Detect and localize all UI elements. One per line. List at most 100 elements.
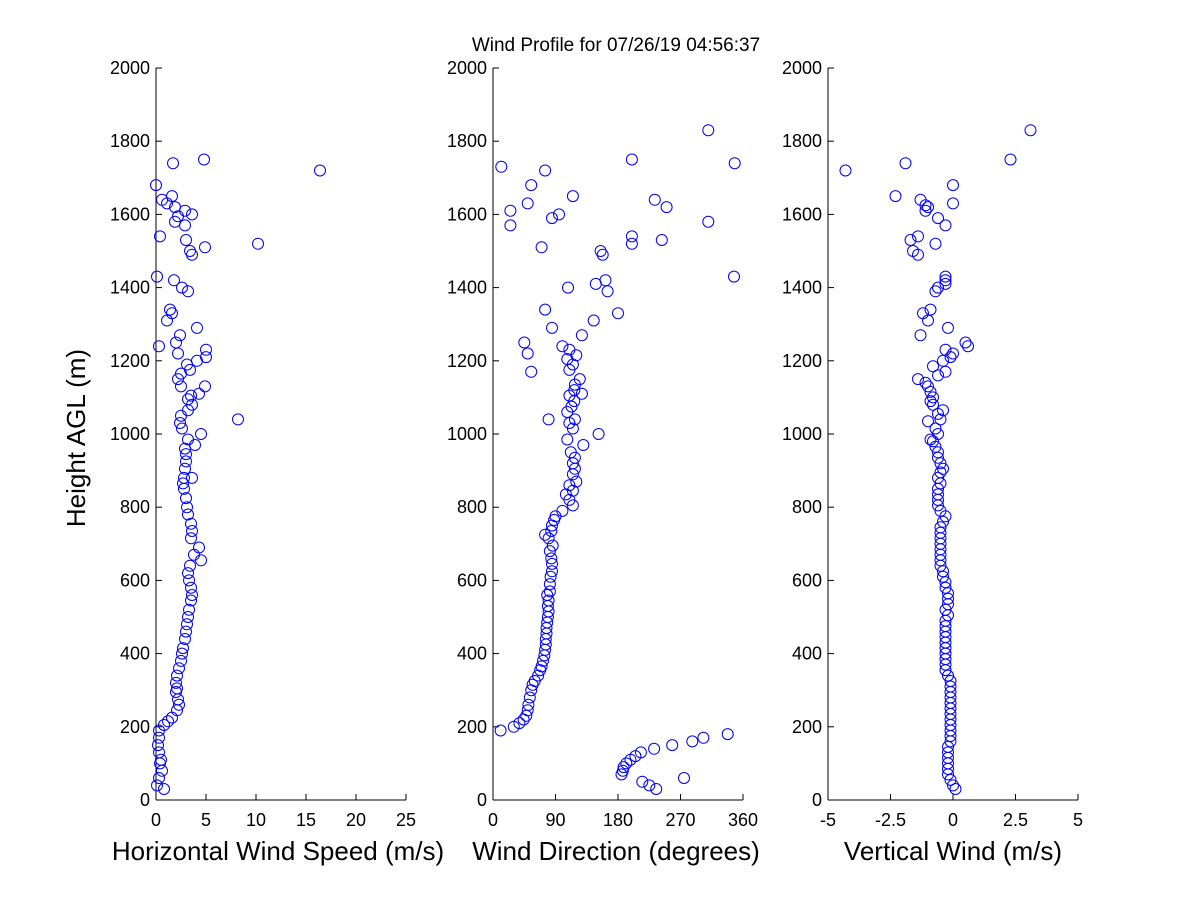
data-point <box>542 532 555 545</box>
data-point <box>648 742 661 755</box>
data-point <box>494 724 507 737</box>
data-point <box>919 204 932 217</box>
data-point <box>556 340 569 353</box>
data-point <box>1024 124 1037 137</box>
data-point <box>620 757 633 770</box>
x-axis-label: Horizontal Wind Speed (m/s) <box>112 836 444 866</box>
data-point <box>666 739 679 752</box>
data-point <box>924 303 937 316</box>
data-point <box>570 475 583 488</box>
data-point <box>573 373 586 386</box>
data-point <box>182 611 194 623</box>
data-point <box>650 783 663 795</box>
x-tick-label: 10 <box>246 810 266 830</box>
y-tick-label: 200 <box>792 717 822 737</box>
data-point <box>625 237 638 250</box>
data-point <box>151 779 163 792</box>
data-point <box>904 234 917 246</box>
x-tick-label: 2.5 <box>1003 810 1028 830</box>
data-point <box>152 739 164 752</box>
data-point <box>556 504 569 517</box>
data-point <box>184 245 196 257</box>
data-point <box>176 647 188 660</box>
data-point <box>934 521 947 534</box>
data-point <box>939 270 952 283</box>
data-point <box>678 772 690 784</box>
data-point <box>186 208 198 221</box>
data-point <box>907 245 919 257</box>
y-tick-label: 400 <box>120 644 150 664</box>
data-point <box>929 285 942 298</box>
data-point <box>181 501 193 514</box>
data-point <box>562 281 574 294</box>
data-point <box>539 164 552 177</box>
data-point <box>546 212 558 225</box>
data-point <box>521 197 534 210</box>
data-point <box>154 230 166 243</box>
data-point <box>922 201 934 214</box>
data-point <box>912 230 924 243</box>
data-point <box>175 380 187 393</box>
data-point <box>535 241 548 254</box>
data-point <box>934 526 947 539</box>
data-point <box>949 783 962 795</box>
y-tick-label: 1600 <box>447 204 487 224</box>
data-point <box>180 234 192 246</box>
data-point <box>200 343 212 356</box>
data-point <box>568 413 581 426</box>
data-point <box>934 504 947 517</box>
data-point <box>170 336 182 349</box>
data-point <box>535 660 548 673</box>
data-point <box>889 190 902 203</box>
data-point <box>185 594 197 607</box>
data-point <box>939 365 952 378</box>
data-point <box>570 349 583 362</box>
data-point <box>568 384 581 397</box>
y-tick-label: 800 <box>120 497 150 517</box>
data-point <box>521 347 534 360</box>
data-point <box>924 395 937 408</box>
data-point <box>151 270 163 283</box>
data-point <box>912 373 924 386</box>
x-tick-label: 0 <box>488 810 498 830</box>
data-point <box>193 387 205 400</box>
data-point <box>625 230 638 243</box>
data-point <box>563 343 576 356</box>
data-point <box>166 190 178 203</box>
data-point <box>158 719 170 731</box>
data-point <box>932 488 944 501</box>
data-point <box>191 321 203 334</box>
data-point <box>182 285 194 298</box>
data-point <box>942 669 954 682</box>
data-point <box>180 448 192 461</box>
data-point <box>929 237 942 250</box>
data-point <box>176 281 188 294</box>
data-point <box>563 479 576 492</box>
data-point <box>697 731 710 744</box>
data-point <box>155 753 167 766</box>
x-tick-label: 180 <box>603 810 633 830</box>
y-tick-label: 800 <box>792 497 822 517</box>
vertical-wind-panel: Vertical Wind (m/s) 0 200 400 600 800 1000 120… <box>782 58 1083 866</box>
data-point <box>636 775 649 788</box>
data-point <box>899 157 912 170</box>
data-point <box>616 764 629 777</box>
y-tick-label: 1200 <box>782 351 822 371</box>
data-point <box>232 413 244 426</box>
data-point <box>939 581 952 594</box>
data-point <box>153 772 165 784</box>
data-point <box>648 193 661 206</box>
data-point <box>182 508 194 521</box>
data-point <box>195 428 207 440</box>
data-point <box>200 351 212 364</box>
data-point <box>702 124 715 137</box>
data-point <box>181 618 193 631</box>
data-point <box>927 398 939 411</box>
data-point <box>543 545 556 558</box>
data-point <box>919 376 932 389</box>
data-point <box>962 340 974 353</box>
data-point <box>728 157 741 170</box>
data-point <box>944 675 957 687</box>
y-tick-label: 2000 <box>447 58 487 78</box>
